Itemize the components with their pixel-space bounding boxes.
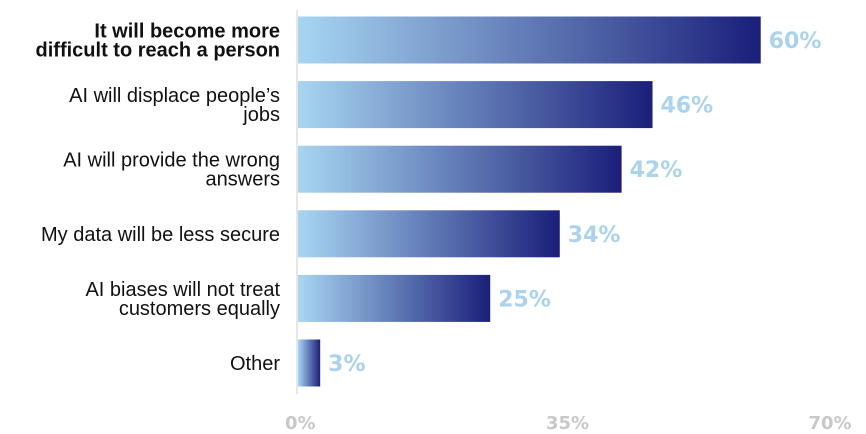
- value-label-0: 60%: [769, 29, 822, 54]
- category-label-1: AI will displace people’s jobs: [69, 85, 280, 126]
- value-label-4: 25%: [498, 287, 551, 312]
- category-label-line: jobs: [242, 104, 280, 126]
- category-label-line: AI biases will not treat: [85, 279, 280, 301]
- category-label-3: My data will be less secure: [41, 224, 280, 246]
- value-label-2: 42%: [630, 158, 683, 183]
- category-label-2: AI will provide the wrong answers: [63, 150, 280, 191]
- category-label-line: answers: [206, 169, 280, 191]
- bar-3: [298, 210, 560, 258]
- bar-5: [298, 339, 321, 387]
- bar-2: [298, 145, 622, 193]
- category-label-0: It will become more difficult to reach a …: [36, 21, 280, 62]
- category-label-line: AI will displace people’s: [69, 85, 280, 107]
- category-label-line: AI will provide the wrong: [63, 150, 280, 172]
- bar-4: [298, 274, 491, 322]
- value-label-1: 46%: [661, 94, 714, 119]
- x-tick-label-0: 0%: [285, 413, 316, 434]
- category-label-line: Other: [230, 353, 280, 375]
- category-label-line: customers equally: [119, 298, 280, 320]
- bar-0: [298, 16, 761, 64]
- category-label-4: AI biases will not treat customers equall…: [85, 279, 280, 320]
- bar-1: [298, 81, 653, 129]
- category-label-line: My data will be less secure: [41, 224, 280, 246]
- value-label-5: 3%: [328, 352, 365, 377]
- category-label-line: It will become more: [94, 21, 280, 43]
- category-label-5: Other: [230, 353, 280, 375]
- bars: 60% It will become more difficult to reach…: [36, 16, 822, 387]
- x-tick-label-2: 70%: [808, 413, 851, 434]
- x-axis-ticks: 0% 35% 70%: [285, 413, 852, 434]
- category-label-line: difficult to reach a person: [36, 40, 280, 62]
- value-label-3: 34%: [568, 223, 621, 248]
- x-tick-label-1: 35%: [546, 413, 589, 434]
